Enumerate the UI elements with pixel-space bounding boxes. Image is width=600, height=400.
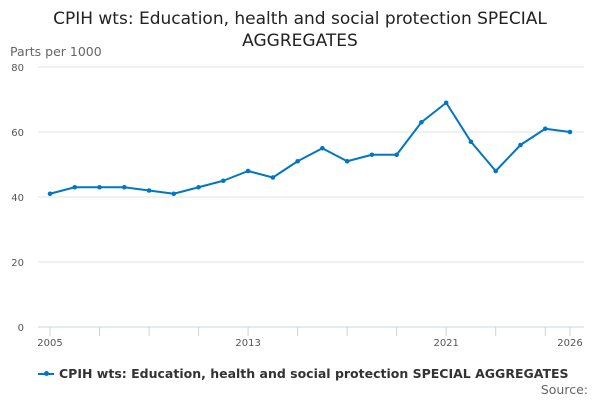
- data-point: [419, 119, 424, 125]
- data-point: [542, 126, 548, 132]
- source-label: Source:: [540, 382, 588, 397]
- y-tick-label: 20: [11, 258, 24, 269]
- data-point: [121, 184, 127, 190]
- data-point: [320, 145, 325, 151]
- data-point: [47, 191, 53, 197]
- x-tick-label: 2013: [235, 338, 260, 349]
- y-axis-label: Parts per 1000: [10, 44, 102, 59]
- data-point: [97, 184, 102, 190]
- data-point: [295, 158, 300, 164]
- x-tick-label: 2021: [433, 338, 458, 349]
- data-point: [344, 158, 350, 164]
- y-tick-label: 40: [11, 193, 24, 204]
- data-point: [221, 178, 226, 184]
- legend-swatch: [38, 371, 54, 376]
- data-point: [567, 129, 573, 135]
- series-line: [49, 101, 571, 195]
- data-point: [468, 139, 474, 145]
- data-point: [518, 142, 523, 148]
- data-point: [443, 100, 449, 106]
- data-point: [196, 184, 201, 190]
- legend-label: CPIH wts: Education, health and social p…: [59, 366, 569, 381]
- data-point: [245, 168, 251, 174]
- data-point: [270, 175, 276, 180]
- data-point: [72, 184, 78, 190]
- legend[interactable]: CPIH wts: Education, health and social p…: [38, 366, 569, 381]
- y-tick-label: 0: [18, 323, 24, 334]
- x-tick-label: 2026: [557, 338, 582, 349]
- x-tick-label: 2005: [37, 338, 62, 349]
- chart-title: CPIH wts: Education, health and social p…: [53, 9, 547, 51]
- data-point: [146, 188, 152, 193]
- y-tick-label: 80: [11, 63, 24, 74]
- data-point: [493, 168, 499, 174]
- y-tick-label: 60: [11, 128, 24, 139]
- data-point: [171, 191, 177, 197]
- data-point: [394, 152, 399, 158]
- data-point: [369, 152, 375, 158]
